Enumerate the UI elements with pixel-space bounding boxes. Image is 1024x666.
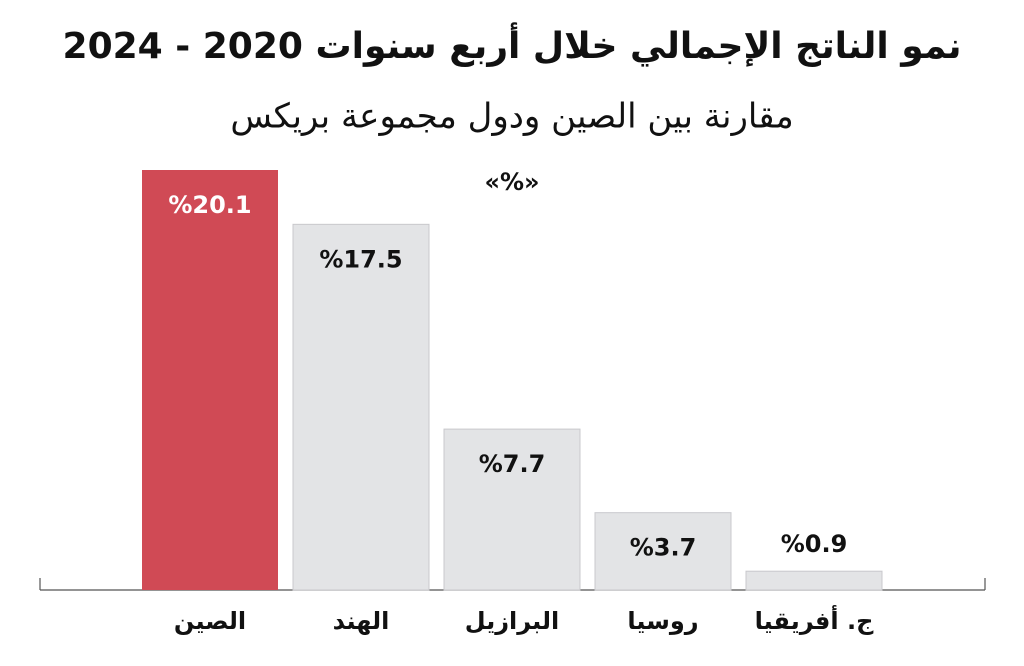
unit-label: «%» xyxy=(484,168,539,196)
x-tick-label: الهند xyxy=(333,607,390,635)
value-label: %20.1 xyxy=(168,191,251,219)
x-tick-label: روسيا xyxy=(627,607,698,635)
x-tick-label: البرازيل xyxy=(465,607,559,635)
bar xyxy=(443,428,581,591)
value-label: %0.9 xyxy=(781,530,848,558)
bar xyxy=(142,170,278,590)
x-tick-label: الصين xyxy=(174,607,246,635)
value-label: %3.7 xyxy=(630,534,697,562)
chart-title: نمو الناتج الإجمالي خلال أربع سنوات 2020… xyxy=(63,22,962,67)
bar xyxy=(745,570,883,591)
bar xyxy=(594,512,732,591)
value-label: %17.5 xyxy=(319,245,402,273)
value-label: %7.7 xyxy=(479,450,546,478)
x-tick-label: ج. أفريقيا xyxy=(755,605,874,635)
chart-subtitle: مقارنة بين الصين ودول مجموعة بريكس xyxy=(230,97,793,137)
bar xyxy=(292,223,430,591)
